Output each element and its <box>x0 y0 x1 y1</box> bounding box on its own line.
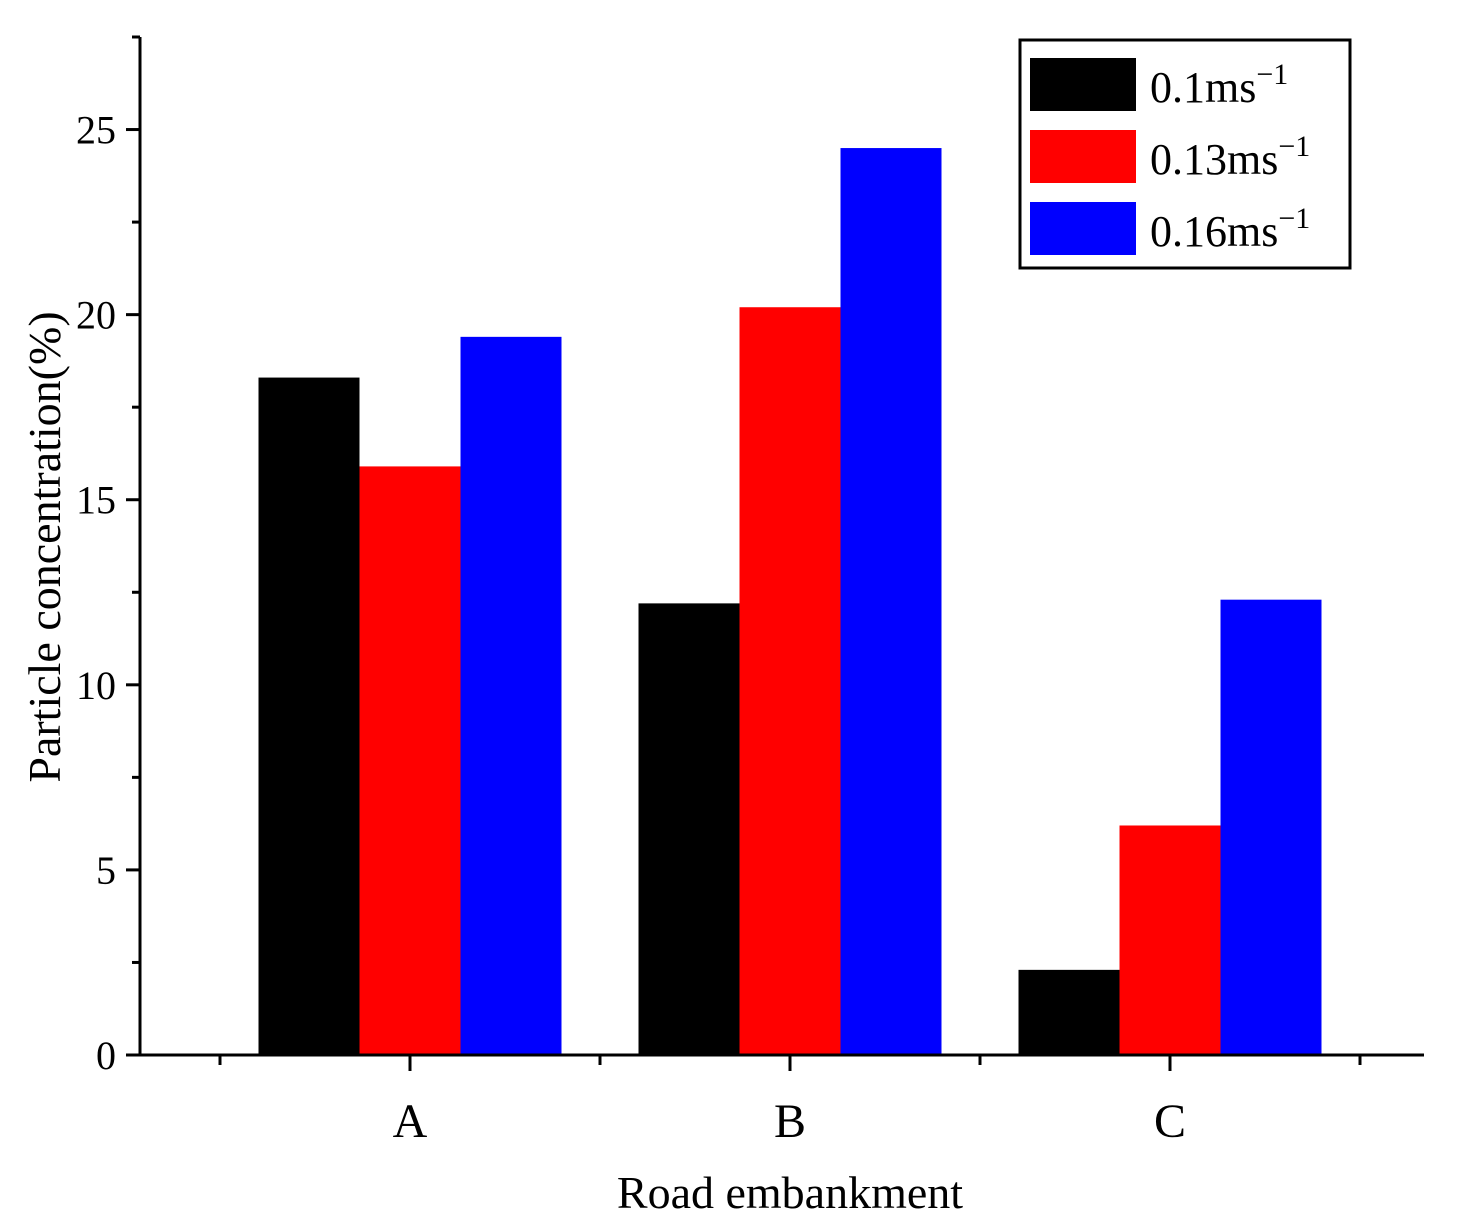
x-axis-label: Road embankment <box>617 1167 963 1218</box>
bar-B-series-1 <box>638 603 740 1055</box>
y-tick-label: 20 <box>76 293 116 338</box>
bar-A-series-3 <box>460 336 562 1055</box>
x-tick-label-B: B <box>774 1095 806 1148</box>
bar-C-series-3 <box>1220 599 1322 1055</box>
x-tick-label-C: C <box>1154 1095 1186 1148</box>
legend-swatch-3 <box>1030 202 1136 255</box>
bar-B-series-2 <box>739 307 841 1055</box>
y-axis-label: Particle concentration(%) <box>19 311 70 782</box>
y-tick-label: 0 <box>96 1033 116 1078</box>
bar-C-series-1 <box>1018 969 1120 1055</box>
bar-B-series-3 <box>840 148 942 1055</box>
legend-swatch-2 <box>1030 130 1136 183</box>
bars-group <box>258 148 1322 1056</box>
legend: 0.1ms−10.13ms−10.16ms−1 <box>1018 38 1352 270</box>
y-tick-label: 5 <box>96 848 116 893</box>
y-tick-label: 25 <box>76 108 116 153</box>
bar-A-series-1 <box>258 377 360 1055</box>
y-tick-label: 10 <box>76 663 116 708</box>
y-tick-label: 15 <box>76 478 116 523</box>
x-tick-label-A: A <box>393 1095 428 1148</box>
bar-C-series-2 <box>1119 825 1221 1055</box>
axes-group: 0 5 10 15 20 25 A B C <box>76 35 1424 1148</box>
bar-A-series-2 <box>359 466 461 1056</box>
legend-swatch-1 <box>1030 58 1136 111</box>
